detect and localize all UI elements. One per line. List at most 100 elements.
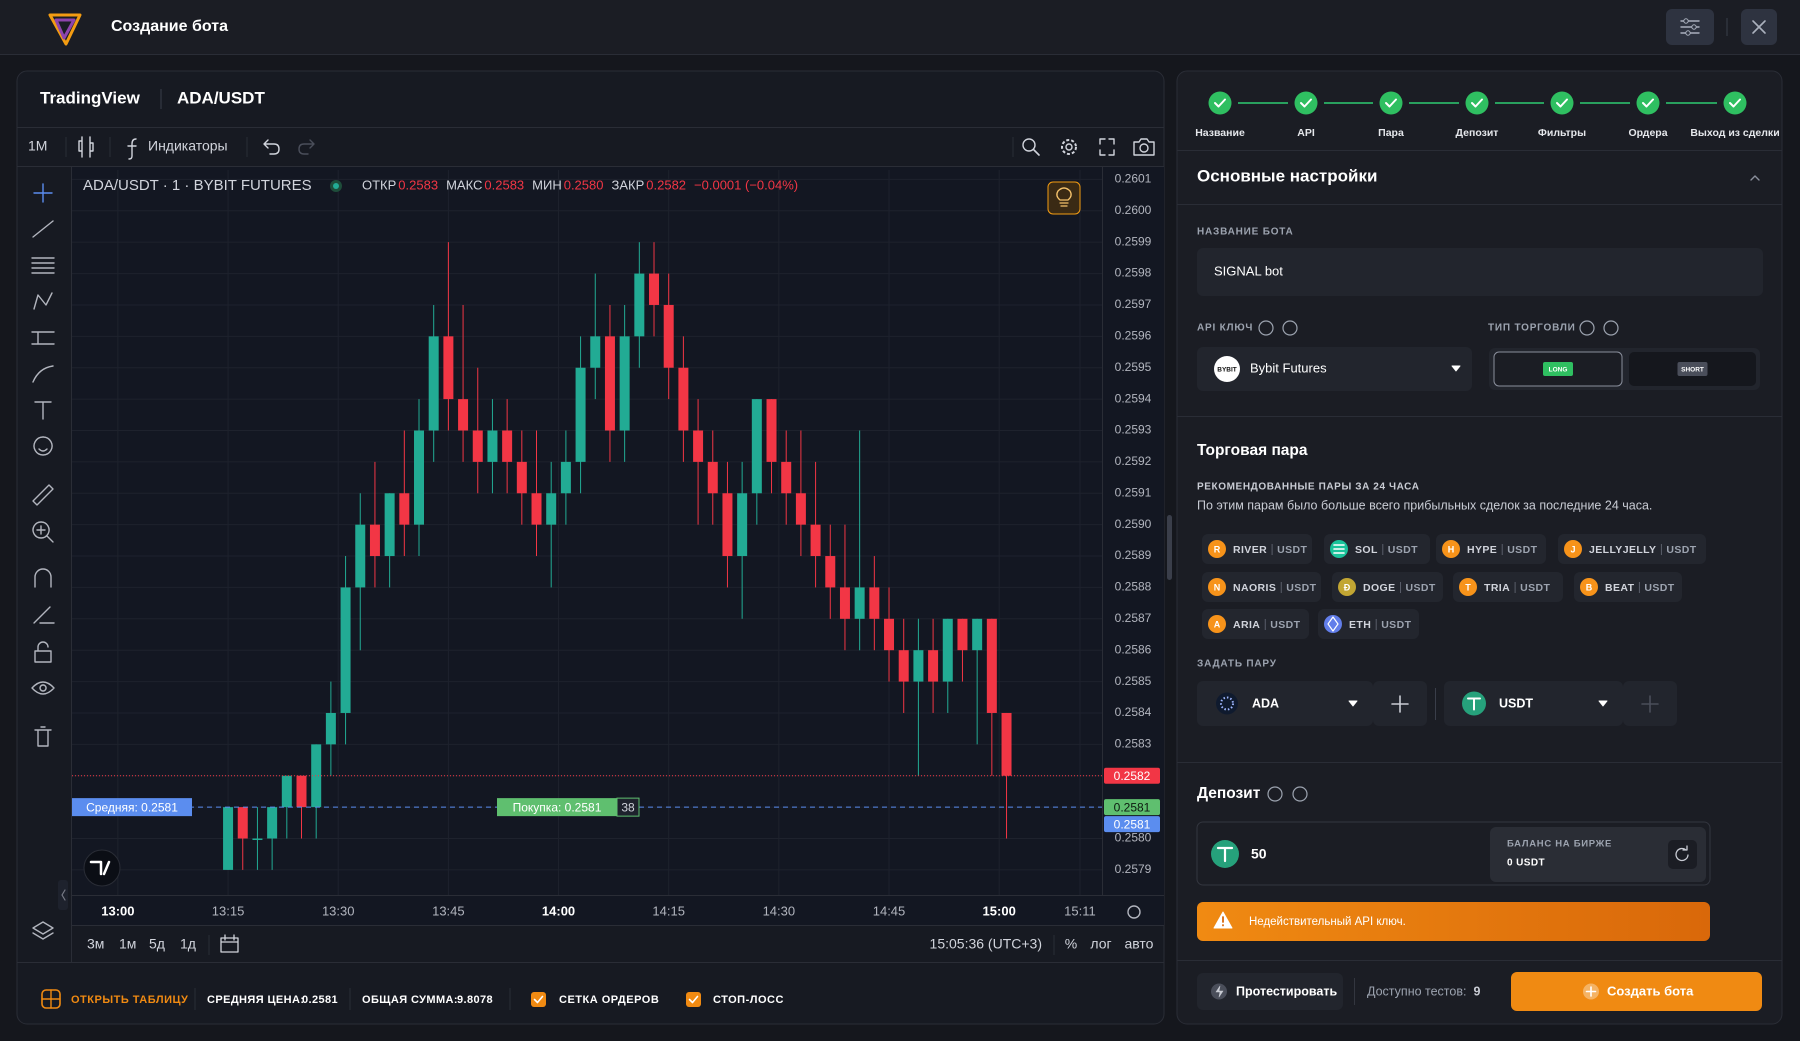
pair-chip[interactable]: N NAORIS USDT	[1202, 572, 1321, 602]
tv-logo-mark	[89, 860, 111, 876]
field-label: НАЗВАНИЕ БОТА	[1197, 227, 1294, 238]
y-tick-label: 0.2595	[1115, 360, 1152, 374]
calendar-icon[interactable]	[220, 934, 239, 953]
step[interactable]: Название	[1195, 91, 1288, 139]
test-button[interactable]: Протестировать	[1197, 973, 1343, 1010]
pair-select[interactable]: USDT	[1444, 681, 1623, 726]
drawing-tool[interactable]	[34, 568, 52, 588]
trade-type-button[interactable]: LONG	[1493, 351, 1623, 387]
info-icon[interactable]	[1603, 320, 1619, 336]
drawing-tool[interactable]	[32, 365, 54, 383]
checkbox[interactable]: СЕТКА ОРДЕРОВ	[531, 992, 659, 1007]
drawing-tool[interactable]	[32, 521, 54, 543]
fullscreen-icon[interactable]	[1099, 138, 1115, 156]
step[interactable]: Пара	[1378, 91, 1459, 139]
info-icon[interactable]	[1267, 786, 1283, 802]
range-button[interactable]: 3м	[87, 936, 104, 952]
pair-icon	[1208, 540, 1226, 558]
pair-chip[interactable]: B BEAT USDT	[1574, 572, 1682, 602]
candle-body	[825, 556, 836, 588]
indicators-button[interactable]: Индикаторы	[148, 138, 228, 154]
add-button[interactable]	[1373, 681, 1427, 726]
panel-resizer[interactable]	[1167, 515, 1172, 580]
drawing-tool[interactable]	[34, 641, 52, 663]
close-button[interactable]	[1741, 9, 1777, 45]
step[interactable]: Депозит	[1456, 91, 1544, 139]
drawing-tool[interactable]	[32, 484, 54, 506]
pair-chip[interactable]: SOL USDT	[1324, 534, 1430, 564]
drawing-tool[interactable]	[33, 606, 55, 624]
drawing-tool[interactable]	[34, 726, 52, 747]
step-circle	[1723, 91, 1747, 115]
scale-option[interactable]: лог	[1090, 936, 1111, 952]
step[interactable]: API	[1294, 91, 1374, 139]
warning-bar	[1197, 902, 1710, 941]
pair-chip[interactable]: A ARIA USDT	[1202, 609, 1309, 639]
balance-label: БАЛАНС НА БИРЖЕ	[1507, 839, 1612, 850]
pair-chip[interactable]: J JELLYJELLY USDT	[1558, 534, 1706, 564]
range-button[interactable]: 5д	[149, 936, 165, 952]
candle-body	[913, 650, 924, 682]
trade-type-button[interactable]: SHORT	[1629, 352, 1756, 386]
tab[interactable]: ADA/USDT	[177, 88, 265, 107]
drawing-tool[interactable]	[32, 220, 54, 238]
pair-chip[interactable]: R RIVER USDT	[1202, 534, 1312, 564]
info-icon[interactable]	[1282, 320, 1298, 336]
info-icon[interactable]	[1292, 786, 1308, 802]
drawing-tool[interactable]	[33, 183, 53, 203]
step-check	[1300, 98, 1312, 108]
settings-knob	[1683, 18, 1689, 24]
collapse-chevron[interactable]	[1750, 175, 1760, 181]
range-button[interactable]: 1д	[180, 936, 196, 952]
collapse-handle[interactable]	[58, 880, 68, 910]
legend-label: ОТКР	[362, 177, 396, 192]
undo-icon[interactable]	[263, 139, 280, 155]
price-axis-tag	[1104, 767, 1160, 784]
step[interactable]: Фильтры	[1538, 91, 1630, 139]
range-button[interactable]: 1м	[119, 936, 136, 952]
settings-button[interactable]	[1666, 9, 1714, 45]
pair-base: HYPE	[1467, 544, 1497, 556]
open-table-button[interactable]: ОТКРЫТЬ ТАБЛИЦУ	[71, 994, 188, 1006]
drawing-tool[interactable]	[33, 436, 53, 456]
pair-chip[interactable]: ETH USDT	[1318, 609, 1419, 639]
drawing-tool[interactable]	[31, 681, 55, 695]
checkbox[interactable]: СТОП-ЛОСС	[686, 992, 784, 1007]
drawing-tool[interactable]	[31, 331, 55, 345]
drawing-tool[interactable]	[34, 401, 52, 420]
x-tick-label: 14:15	[652, 903, 685, 918]
time-axis-settings[interactable]	[1127, 905, 1141, 919]
tab[interactable]: TradingView	[40, 88, 141, 107]
add-button[interactable]	[1623, 681, 1677, 726]
drawing-tool[interactable]	[33, 292, 53, 310]
gear-icon[interactable]	[1061, 139, 1077, 155]
pair-chip[interactable]: Ð DOGE USDT	[1332, 572, 1443, 602]
info-icon[interactable]	[1579, 320, 1595, 336]
interval-button[interactable]: 1M	[28, 138, 47, 154]
field-label: РЕКОМЕНДОВАННЫЕ ПАРЫ ЗА 24 ЧАСА	[1197, 482, 1420, 493]
search-icon[interactable]	[1022, 138, 1036, 152]
pair-select[interactable]: ADA	[1197, 681, 1373, 726]
candle-body	[546, 493, 557, 525]
info-icon[interactable]	[1258, 320, 1274, 336]
candles-icon[interactable]	[78, 136, 94, 158]
input-value: SIGNAL bot	[1214, 263, 1283, 278]
pair-chip[interactable]: H HYPE USDT	[1436, 534, 1546, 564]
top-bar	[0, 0, 1800, 54]
drawing-tool[interactable]	[31, 257, 55, 274]
pair-chip[interactable]: T TRIA USDT	[1453, 572, 1563, 602]
candle-body	[560, 461, 571, 494]
idea-button[interactable]	[1047, 181, 1081, 215]
create-button[interactable]: Создать бота	[1511, 972, 1762, 1011]
step[interactable]: Выход из сделки	[1690, 91, 1780, 139]
layers-icon[interactable]	[32, 921, 54, 940]
usdt-t	[1467, 697, 1481, 711]
scale-option[interactable]: авто	[1125, 936, 1154, 952]
scale-option[interactable]: %	[1065, 936, 1077, 952]
step[interactable]: Ордера	[1628, 91, 1717, 139]
api-select[interactable]: BYBIT Bybit Futures	[1197, 347, 1472, 391]
camera-icon[interactable]	[1133, 138, 1155, 156]
bot-name-input[interactable]: SIGNAL bot	[1197, 248, 1763, 296]
price-axis-tag	[1104, 799, 1160, 816]
refresh-button[interactable]	[1668, 840, 1697, 869]
